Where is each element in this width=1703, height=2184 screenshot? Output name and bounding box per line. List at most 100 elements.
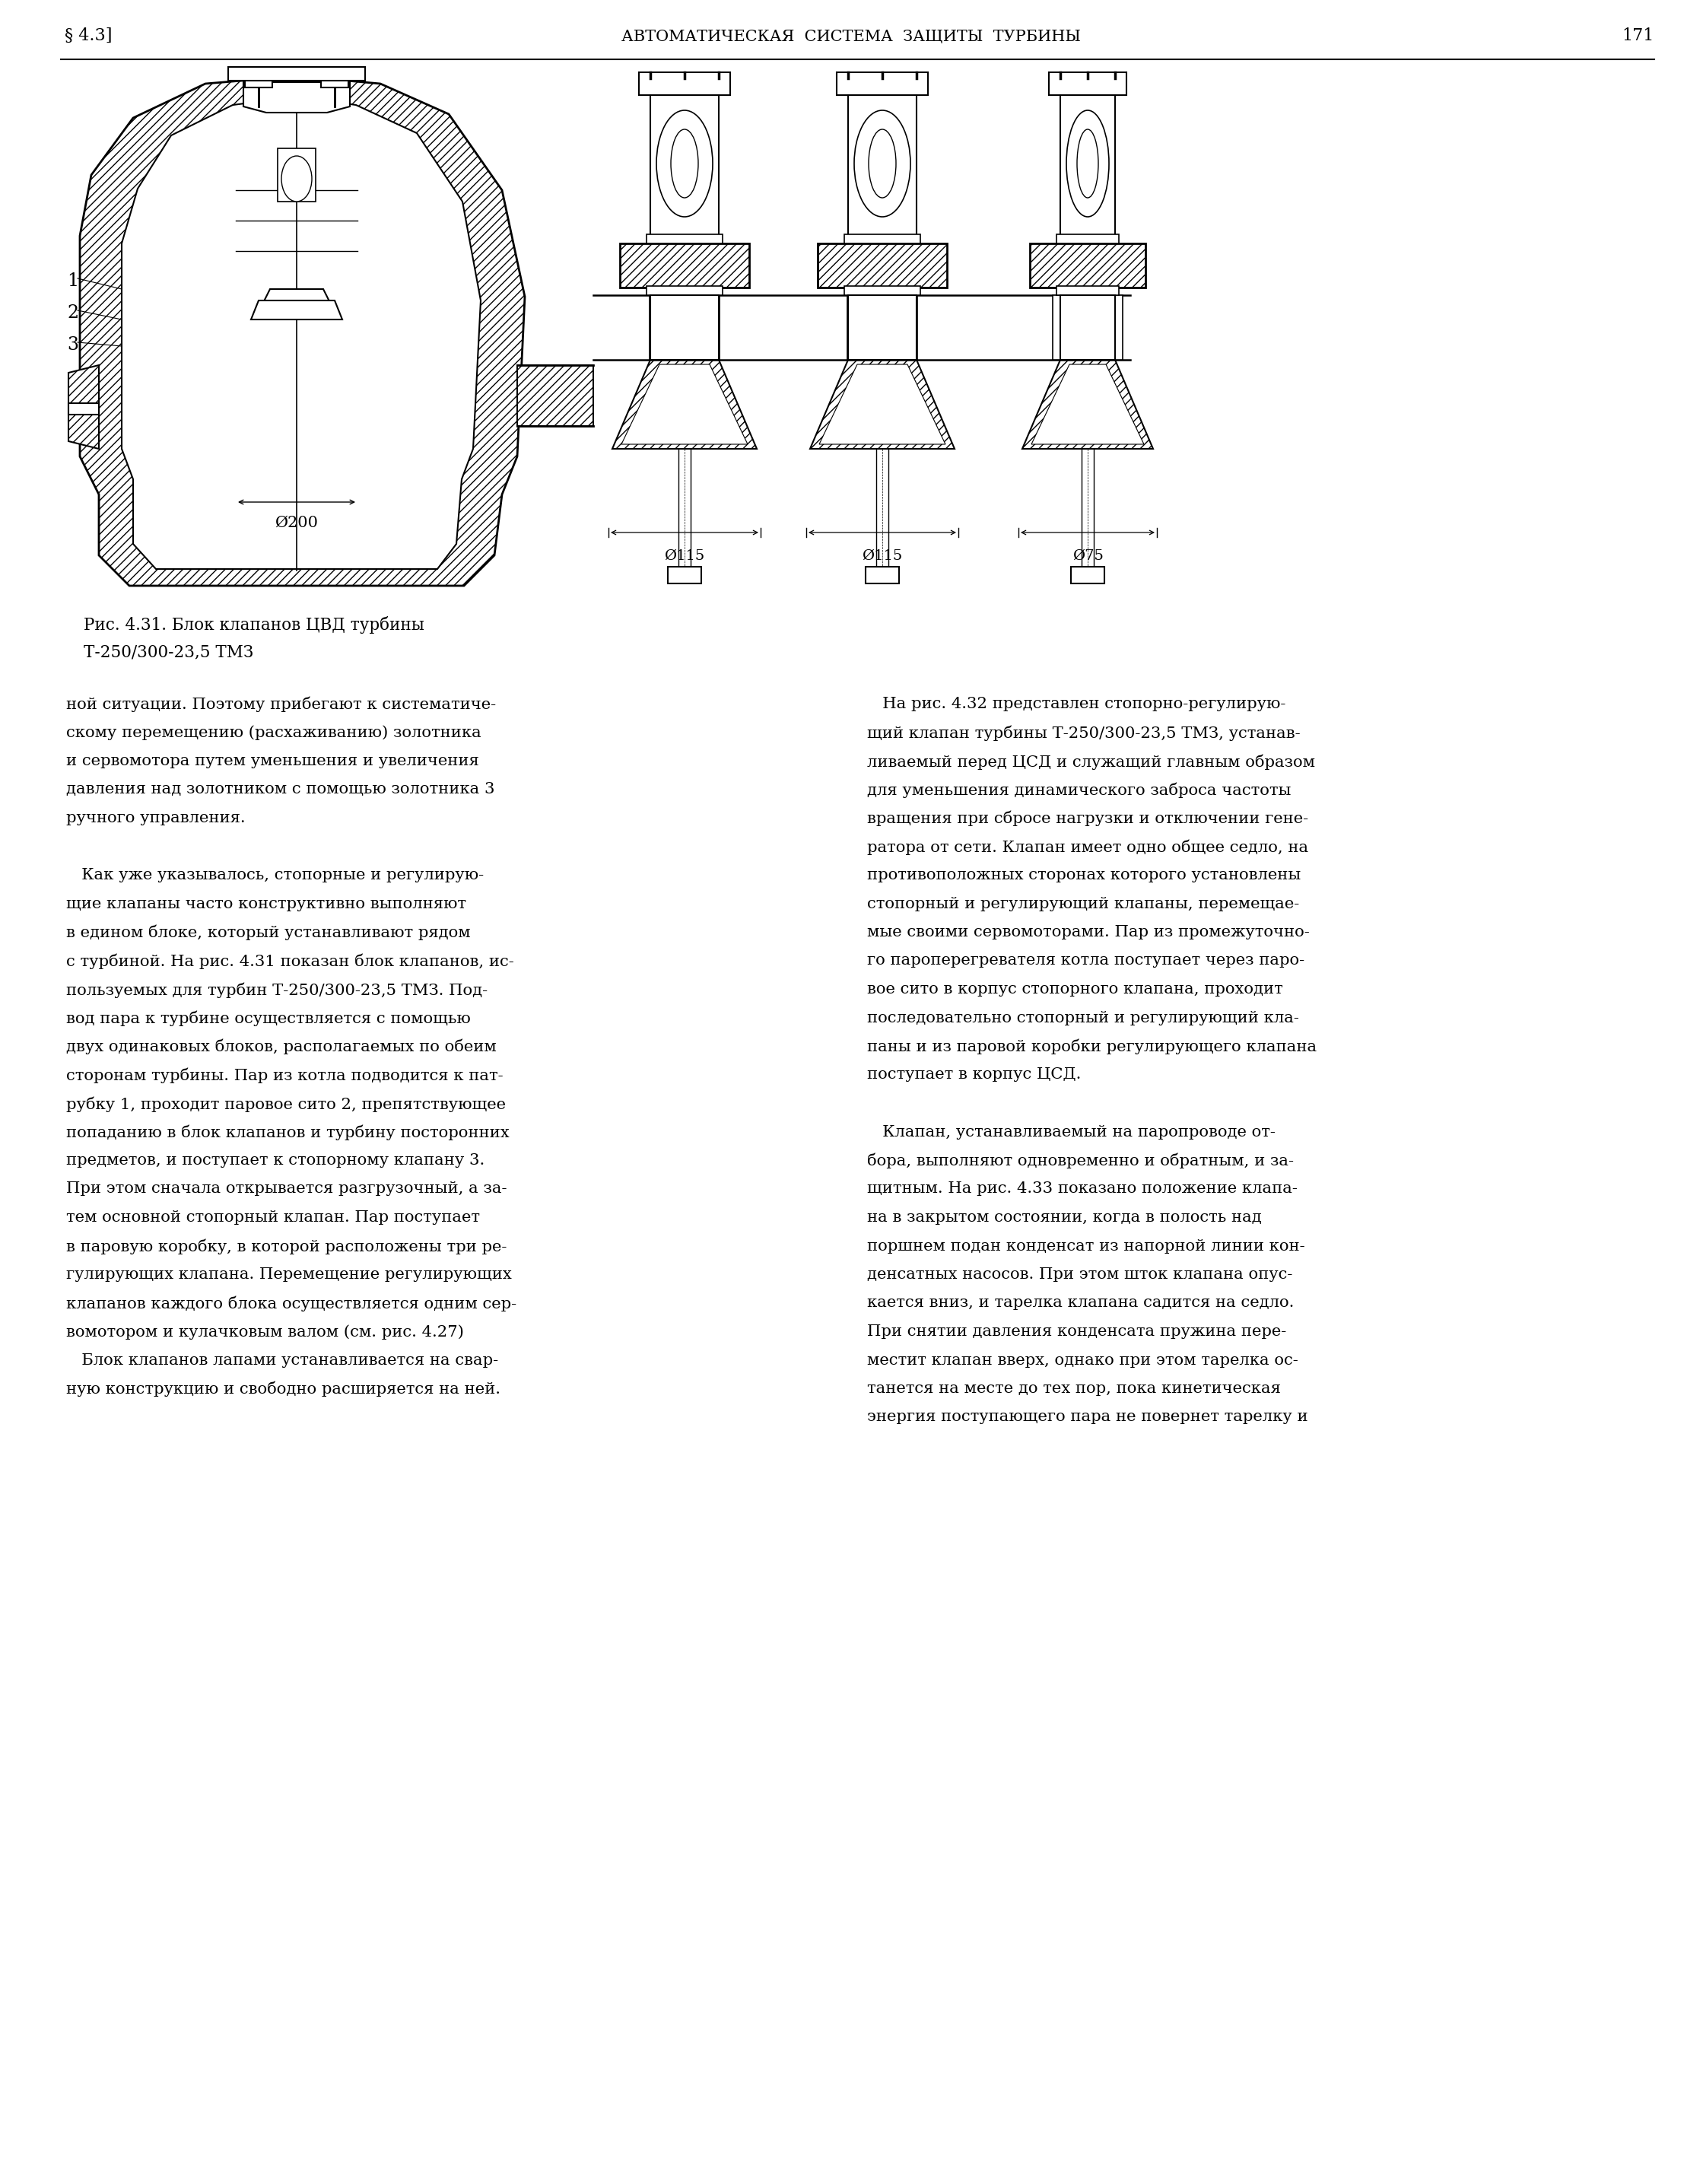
- Bar: [320, 72, 349, 87]
- Text: ручного управления.: ручного управления.: [66, 810, 245, 826]
- Polygon shape: [80, 76, 525, 585]
- Text: Клапан, устанавливаемый на паропроводе от-: Клапан, устанавливаемый на паропроводе о…: [867, 1125, 1276, 1140]
- Text: рубку 1, проходит паровое сито 2, препятствующее: рубку 1, проходит паровое сито 2, препят…: [66, 1096, 506, 1112]
- Text: 2: 2: [66, 304, 78, 321]
- Bar: [278, 149, 315, 201]
- Bar: [651, 295, 719, 360]
- Polygon shape: [811, 360, 955, 450]
- Bar: [1056, 234, 1119, 242]
- Bar: [639, 72, 731, 96]
- Text: вое сито в корпус стопорного клапана, проходит: вое сито в корпус стопорного клапана, пр…: [867, 983, 1282, 996]
- Text: последовательно стопорный и регулирующий кла-: последовательно стопорный и регулирующий…: [867, 1011, 1299, 1024]
- Bar: [1052, 295, 1122, 360]
- Text: предметов, и поступает к стопорному клапану 3.: предметов, и поступает к стопорному клап…: [66, 1153, 485, 1168]
- Text: клапанов каждого блока осуществляется одним сер-: клапанов каждого блока осуществляется од…: [66, 1295, 516, 1310]
- Text: § 4.3]: § 4.3]: [65, 28, 112, 44]
- Ellipse shape: [869, 129, 896, 199]
- Polygon shape: [622, 365, 748, 443]
- Text: в паровую коробку, в которой расположены три ре-: в паровую коробку, в которой расположены…: [66, 1238, 507, 1254]
- Ellipse shape: [1076, 129, 1098, 199]
- Text: попаданию в блок клапанов и турбину посторонних: попаданию в блок клапанов и турбину пост…: [66, 1125, 509, 1140]
- Ellipse shape: [855, 111, 911, 216]
- Text: При этом сначала открывается разгрузочный, а за-: При этом сначала открывается разгрузочны…: [66, 1182, 507, 1197]
- Text: ливаемый перед ЦСД и служащий главным образом: ливаемый перед ЦСД и служащий главным об…: [867, 753, 1315, 769]
- Text: При снятии давления конденсата пружина пере-: При снятии давления конденсата пружина п…: [867, 1324, 1286, 1339]
- Bar: [593, 297, 1122, 358]
- Text: танется на месте до тех пор, пока кинетическая: танется на месте до тех пор, пока кинети…: [867, 1382, 1281, 1396]
- Text: кается вниз, и тарелка клапана садится на седло.: кается вниз, и тарелка клапана садится н…: [867, 1295, 1294, 1310]
- Text: стопорный и регулирующий клапаны, перемещае-: стопорный и регулирующий клапаны, переме…: [867, 895, 1299, 911]
- Text: Ø115: Ø115: [664, 548, 705, 563]
- Bar: [848, 295, 918, 360]
- Text: сторонам турбины. Пар из котла подводится к пат-: сторонам турбины. Пар из котла подводитс…: [66, 1068, 504, 1083]
- Polygon shape: [250, 301, 342, 319]
- Text: 171: 171: [1621, 28, 1654, 44]
- Text: давления над золотником с помощью золотника 3: давления над золотником с помощью золотн…: [66, 782, 496, 797]
- Bar: [845, 286, 920, 295]
- Text: щитным. На рис. 4.33 показано положение клапа-: щитным. На рис. 4.33 показано положение …: [867, 1182, 1298, 1197]
- Bar: [647, 234, 722, 242]
- Text: бора, выполняют одновременно и обратным, и за-: бора, выполняют одновременно и обратным,…: [867, 1153, 1294, 1168]
- Bar: [1049, 72, 1126, 96]
- Ellipse shape: [281, 155, 312, 201]
- Text: для уменьшения динамического заброса частоты: для уменьшения динамического заброса час…: [867, 782, 1291, 797]
- Text: Ø115: Ø115: [862, 548, 903, 563]
- Bar: [865, 566, 899, 583]
- Polygon shape: [819, 365, 945, 443]
- Text: гулирующих клапана. Перемещение регулирующих: гулирующих клапана. Перемещение регулиру…: [66, 1267, 511, 1282]
- Text: ратора от сети. Клапан имеет одно общее седло, на: ратора от сети. Клапан имеет одно общее …: [867, 839, 1308, 856]
- Ellipse shape: [671, 129, 698, 199]
- Polygon shape: [244, 83, 349, 114]
- Bar: [1030, 242, 1146, 288]
- Bar: [836, 72, 928, 96]
- Polygon shape: [1022, 360, 1153, 450]
- Text: На рис. 4.32 представлен стопорно-регулирую-: На рис. 4.32 представлен стопорно-регули…: [867, 697, 1286, 712]
- Text: энергия поступающего пара не повернет тарелку и: энергия поступающего пара не повернет та…: [867, 1411, 1308, 1424]
- Text: вращения при сбросе нагрузки и отключении гене-: вращения при сбросе нагрузки и отключени…: [867, 810, 1308, 826]
- Bar: [620, 242, 749, 288]
- Bar: [651, 96, 719, 236]
- Bar: [518, 365, 593, 426]
- Text: Ø200: Ø200: [274, 515, 318, 531]
- Polygon shape: [262, 288, 330, 317]
- Text: Рис. 4.31. Блок клапанов ЦВД турбины: Рис. 4.31. Блок клапанов ЦВД турбины: [83, 616, 424, 633]
- Bar: [1061, 295, 1115, 360]
- Bar: [1071, 566, 1105, 583]
- Polygon shape: [68, 404, 99, 415]
- Bar: [668, 566, 702, 583]
- Bar: [228, 68, 364, 81]
- Ellipse shape: [1066, 111, 1109, 216]
- Text: поступает в корпус ЦСД.: поступает в корпус ЦСД.: [867, 1068, 1081, 1081]
- Text: на в закрытом состоянии, когда в полость над: на в закрытом состоянии, когда в полость…: [867, 1210, 1262, 1225]
- Text: Т-250/300-23,5 ТМЗ: Т-250/300-23,5 ТМЗ: [83, 644, 254, 660]
- Text: с турбиной. На рис. 4.31 показан блок клапанов, ис-: с турбиной. На рис. 4.31 показан блок кл…: [66, 954, 514, 970]
- Text: ную конструкцию и свободно расширяется на ней.: ную конструкцию и свободно расширяется н…: [66, 1382, 501, 1398]
- Text: 1: 1: [66, 273, 78, 290]
- Text: АВТОМАТИЧЕСКАЯ  СИСТЕМА  ЗАЩИТЫ  ТУРБИНЫ: АВТОМАТИЧЕСКАЯ СИСТЕМА ЗАЩИТЫ ТУРБИНЫ: [622, 31, 1081, 44]
- Text: противоположных сторонах которого установлены: противоположных сторонах которого устано…: [867, 867, 1301, 882]
- Bar: [245, 72, 272, 87]
- Text: паны и из паровой коробки регулирующего клапана: паны и из паровой коробки регулирующего …: [867, 1040, 1316, 1055]
- Bar: [1061, 96, 1115, 236]
- Text: вомотором и кулачковым валом (см. рис. 4.27): вомотором и кулачковым валом (см. рис. 4…: [66, 1324, 463, 1339]
- Text: Как уже указывалось, стопорные и регулирую-: Как уже указывалось, стопорные и регулир…: [66, 867, 484, 882]
- Polygon shape: [613, 360, 756, 450]
- Text: местит клапан вверх, однако при этом тарелка ос-: местит клапан вверх, однако при этом тар…: [867, 1352, 1298, 1367]
- Text: в едином блоке, который устанавливают рядом: в едином блоке, который устанавливают ря…: [66, 926, 470, 941]
- Bar: [817, 242, 947, 288]
- Bar: [845, 234, 920, 242]
- Bar: [647, 286, 722, 295]
- Bar: [848, 295, 916, 360]
- Text: мые своими сервомоторами. Пар из промежуточно-: мые своими сервомоторами. Пар из промежу…: [867, 926, 1310, 939]
- Text: пользуемых для турбин Т-250/300-23,5 ТМЗ. Под-: пользуемых для турбин Т-250/300-23,5 ТМЗ…: [66, 983, 487, 998]
- Polygon shape: [1032, 365, 1144, 443]
- Text: ной ситуации. Поэтому прибегают к систематиче-: ной ситуации. Поэтому прибегают к систем…: [66, 697, 496, 712]
- Ellipse shape: [656, 111, 712, 216]
- Polygon shape: [68, 365, 99, 450]
- Text: денсатных насосов. При этом шток клапана опус-: денсатных насосов. При этом шток клапана…: [867, 1267, 1293, 1282]
- Text: Ø75: Ø75: [1073, 548, 1104, 563]
- Bar: [848, 96, 916, 236]
- Text: поршнем подан конденсат из напорной линии кон-: поршнем подан конденсат из напорной лини…: [867, 1238, 1304, 1254]
- Polygon shape: [121, 96, 480, 570]
- Text: Блок клапанов лапами устанавливается на свар-: Блок клапанов лапами устанавливается на …: [66, 1352, 499, 1367]
